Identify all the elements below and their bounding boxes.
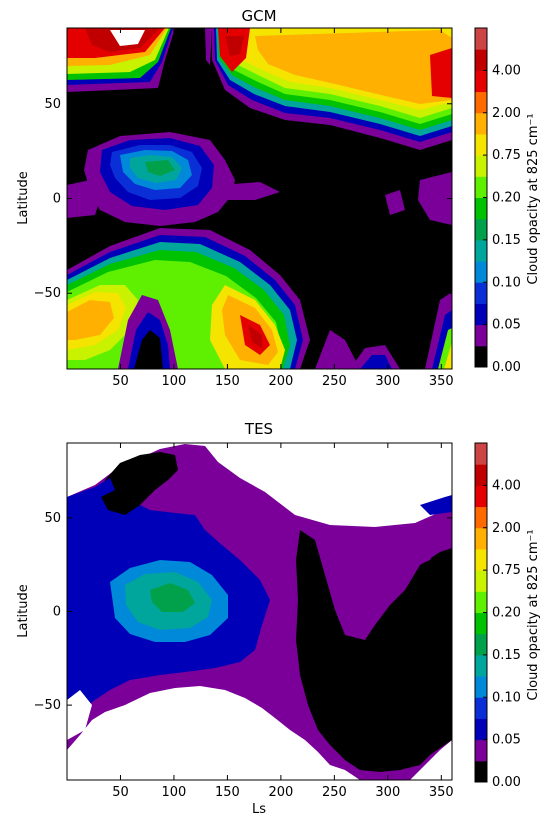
tes-title: TES [244,420,273,438]
gcm-panel: GCM [16,7,541,389]
tes-y-tick-label: 50 [44,511,61,526]
tes-colorbar-swatch [475,570,487,592]
gcm-colorbar-tick-label: 0.15 [492,233,521,248]
gcm-x-tick-label: 300 [375,374,400,389]
tes-colorbar-swatch [475,697,487,719]
tes-x-tick-label: 150 [215,785,240,800]
tes-colorbar-swatch [475,739,487,762]
gcm-y-tick-label: 0 [53,192,61,207]
tes-colorbar-swatch [475,760,487,783]
tes-x-tick-label: 100 [162,785,187,800]
gcm-colorbar-swatch [475,176,487,198]
tes-colorbar-swatch [475,506,487,529]
tes-colorbar-tick-label: 0.75 [492,563,521,578]
gcm-heatmap [67,28,452,369]
tes-y-tick-label: 0 [53,605,61,620]
tes-colorbar-swatch [475,633,487,656]
gcm-colorbar-swatch [475,49,487,71]
tes-green-core [150,583,195,612]
gcm-colorbar-swatch [475,155,487,177]
tes-no-data-south [67,688,335,780]
gcm-equatorial-cloud [67,132,452,226]
tes-x-ticks: 50 100 150 200 250 300 350 [112,443,454,800]
gcm-y-tick-label: −50 [34,286,61,301]
gcm-x-tick-label: 150 [215,374,240,389]
tes-colorbar-tick-label: 2.00 [492,521,521,536]
gcm-colorbar-swatch [475,133,487,156]
tes-x-tick-label: 350 [429,785,454,800]
gcm-colorbar-tick-label: 0.75 [492,148,521,163]
gcm-colorbar-swatch [475,324,487,347]
tes-colorbar-swatch [475,548,487,571]
tes-colorbar-tick-label: 0.00 [492,775,521,790]
gcm-colorbar-swatch [475,112,487,135]
tes-colorbar-tick-label: 0.15 [492,648,521,663]
gcm-colorbar-swatch [475,239,487,262]
gcm-title: GCM [241,7,276,25]
tes-x-tick-label: 200 [268,785,293,800]
gcm-colorbar-swatch [475,218,487,241]
gcm-colorbar-swatch [475,91,487,114]
gcm-colorbar-tick-label: 0.20 [492,191,521,206]
gcm-north-belt-late [205,28,452,150]
gcm-x-tick-label: 200 [268,374,293,389]
tes-x-tick-label: 50 [112,785,129,800]
gcm-x-tick-label: 50 [112,374,129,389]
tes-colorbar-swatch [475,718,487,741]
tes-y-ticks: 50 0 −50 [34,511,452,713]
gcm-x-tick-label: 350 [429,374,454,389]
gcm-colorbar-swatch [475,28,487,50]
gcm-colorbar-swatch [475,197,487,220]
tes-colorbar-swatch [475,464,487,486]
gcm-colorbar-tick-label: 0.05 [492,318,521,333]
tes-heatmap [67,443,452,780]
tes-colorbar-swatch [475,654,487,677]
tes-north-black [100,452,178,515]
tes-south-black [296,530,452,772]
gcm-colorbar-tick-label: 0.10 [492,275,521,290]
gcm-colorbar-swatch [475,303,487,326]
gcm-colorbar-tick-label: 0.00 [492,360,521,375]
tes-colorbar-swatch [475,443,487,465]
tes-x-axis-label: Ls [252,802,266,817]
tes-colorbar-label: Cloud opacity at 825 cm⁻¹ [526,529,541,700]
tes-y-axis-label: Latitude [16,584,31,638]
tes-colorbar-swatch [475,591,487,613]
tes-x-tick-label: 300 [375,785,400,800]
gcm-y-tick-label: 50 [44,97,61,112]
tes-y-tick-label: −50 [34,698,61,713]
gcm-colorbar-tick-label: 4.00 [492,63,521,78]
gcm-x-tick-label: 100 [162,374,187,389]
gcm-x-tick-label: 250 [322,374,347,389]
gcm-colorbar-swatch [475,345,487,368]
gcm-colorbar-swatch [475,261,487,283]
tes-panel: TES 5 [16,420,541,817]
gcm-colorbar-tick-label: 2.00 [492,106,521,121]
gcm-south-belt [67,228,452,369]
tes-colorbar-tick-label: 0.10 [492,690,521,705]
gcm-y-axis-label: Latitude [16,171,31,225]
tes-colorbar-swatch [475,485,487,508]
tes-x-tick-label: 250 [322,785,347,800]
tes-colorbar-tick-label: 0.05 [492,733,521,748]
tes-colorbar-swatch [475,527,487,550]
tes-colorbar-swatch [475,676,487,698]
gcm-colorbar-swatch [475,70,487,93]
gcm-colorbar-swatch [475,282,487,304]
gcm-colorbar-label: Cloud opacity at 825 cm⁻¹ [526,113,541,284]
gcm-y-ticks: 50 0 −50 [34,97,452,301]
gcm-colorbar: 0.00 0.05 0.10 0.15 0.20 0.75 2.00 4.00 [474,27,521,375]
tes-colorbar: 0.00 0.05 0.10 0.15 0.20 0.75 2.00 4.00 [474,442,521,790]
gcm-north-cap-early [67,28,175,92]
tes-colorbar-tick-label: 0.20 [492,606,521,621]
tes-colorbar-swatch [475,612,487,635]
tes-colorbar-tick-label: 4.00 [492,478,521,493]
gcm-x-ticks: 50 100 150 200 250 300 350 [112,28,454,389]
